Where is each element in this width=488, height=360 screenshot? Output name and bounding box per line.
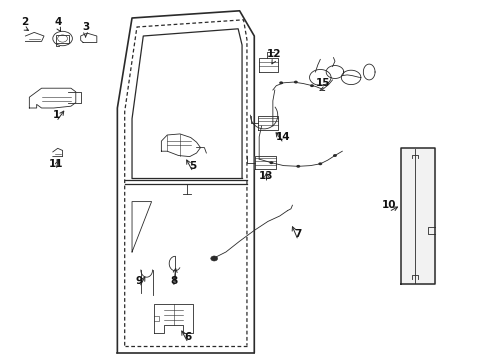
Text: 12: 12 <box>266 49 281 59</box>
Polygon shape <box>255 156 276 169</box>
Text: 1: 1 <box>53 110 60 120</box>
Polygon shape <box>29 88 76 108</box>
Bar <box>56 35 69 43</box>
Circle shape <box>296 165 300 168</box>
Circle shape <box>332 154 336 157</box>
Circle shape <box>293 81 297 84</box>
Circle shape <box>269 161 273 164</box>
Text: 8: 8 <box>170 276 177 286</box>
Polygon shape <box>400 148 434 284</box>
Circle shape <box>309 84 313 87</box>
Text: 5: 5 <box>189 161 196 171</box>
Polygon shape <box>81 33 97 42</box>
Text: 9: 9 <box>136 276 142 286</box>
Polygon shape <box>132 202 151 252</box>
Text: 11: 11 <box>49 159 63 169</box>
Circle shape <box>210 256 217 261</box>
Polygon shape <box>259 58 277 72</box>
Polygon shape <box>25 32 44 41</box>
Circle shape <box>318 162 322 165</box>
Text: 3: 3 <box>82 22 89 32</box>
Polygon shape <box>161 134 200 157</box>
Polygon shape <box>53 148 62 157</box>
Text: 2: 2 <box>21 17 28 27</box>
Text: 7: 7 <box>294 229 302 239</box>
Text: 4: 4 <box>55 17 62 27</box>
Text: 14: 14 <box>276 132 290 142</box>
Circle shape <box>279 81 283 84</box>
Text: 15: 15 <box>315 78 329 88</box>
Polygon shape <box>154 304 193 333</box>
Text: 6: 6 <box>184 332 191 342</box>
Text: 10: 10 <box>381 200 395 210</box>
Text: 13: 13 <box>259 171 273 181</box>
Polygon shape <box>258 116 277 130</box>
